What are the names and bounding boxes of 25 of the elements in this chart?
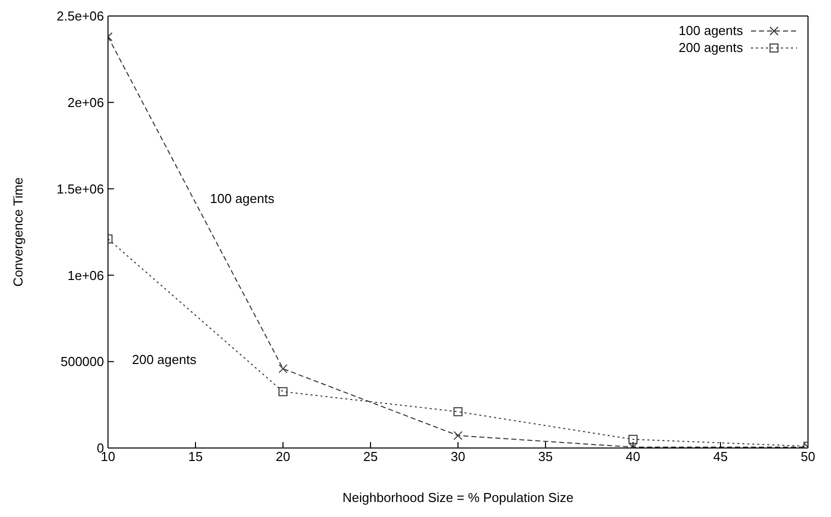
y-axis-title: Convergence Time (10, 177, 26, 287)
annotation: 100 agents (210, 191, 274, 206)
point (454, 407, 462, 416)
y-tick-label: 1e+06 (67, 268, 104, 283)
x-tick-label: 45 (713, 449, 728, 464)
x-tick-label: 20 (276, 449, 290, 464)
x-tick-label: 25 (363, 449, 378, 464)
y-tick-label: 2e+06 (67, 95, 104, 110)
y-tick-label: 500000 (60, 354, 104, 370)
point (278, 387, 288, 396)
y-tick-label: 0 (96, 440, 104, 456)
point (454, 431, 462, 440)
legend-label: 200 agents (678, 40, 743, 55)
x-tick-label: 50 (800, 449, 816, 464)
annotation: 200 agents (132, 352, 196, 367)
x-tick-label: 35 (538, 449, 553, 464)
point (278, 364, 288, 374)
x-axis-title: Neighborhood Size = % Population Size (342, 490, 574, 505)
legend-label: 100 agents (678, 23, 743, 38)
y-tick-label: 2.5e+06 (56, 8, 104, 24)
x-tick-label: 15 (188, 449, 203, 464)
y-tick-label: 1.5e+06 (56, 181, 104, 196)
x-tick-label: 40 (626, 449, 640, 464)
x-tick-label: 30 (450, 449, 466, 464)
point (628, 434, 638, 444)
